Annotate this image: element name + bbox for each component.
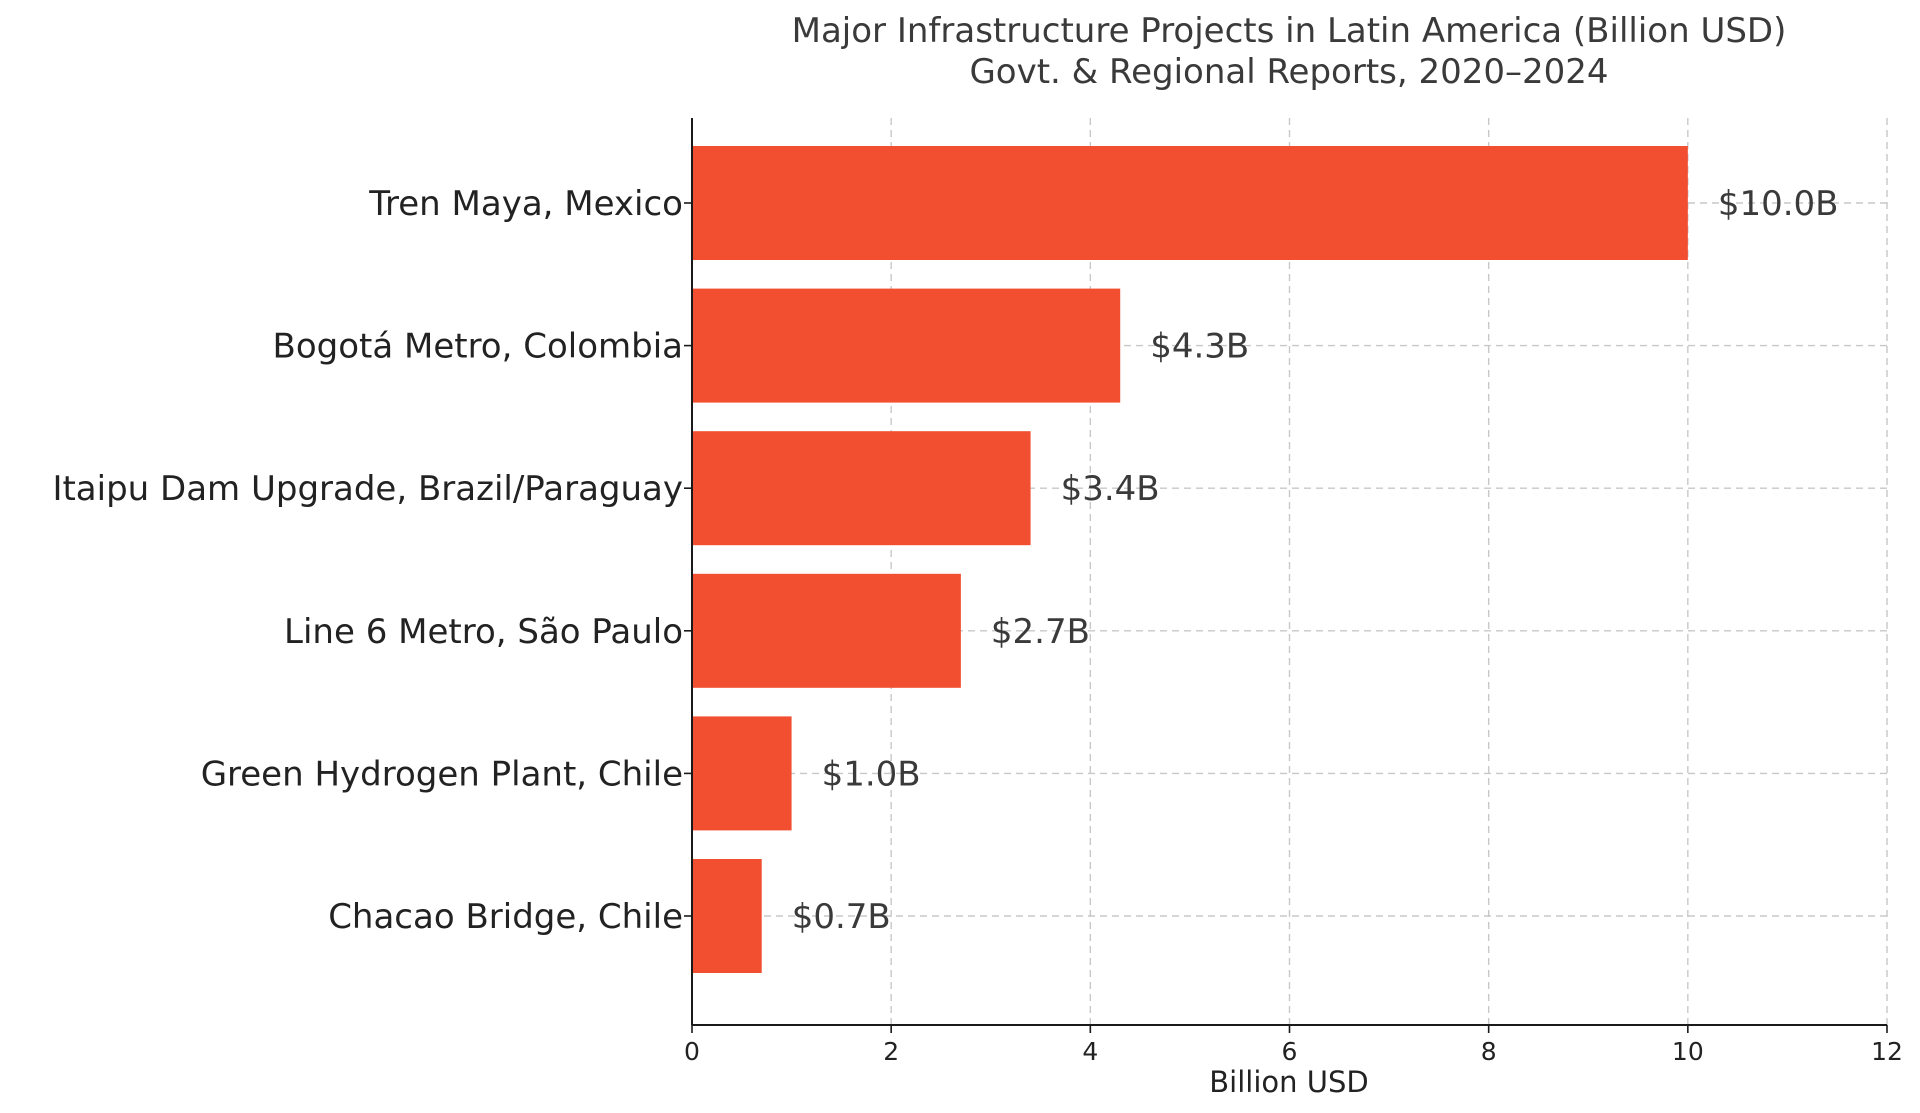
value-label: $1.0B bbox=[822, 754, 921, 794]
bar bbox=[692, 859, 762, 973]
value-label: $4.3B bbox=[1150, 327, 1249, 367]
category-label: Line 6 Metro, São Paulo bbox=[284, 612, 683, 652]
bar bbox=[692, 288, 1121, 403]
x-tick-label: 12 bbox=[1871, 1037, 1903, 1066]
bar bbox=[692, 716, 792, 831]
category-label: Green Hydrogen Plant, Chile bbox=[201, 754, 683, 794]
x-tick-label: 0 bbox=[684, 1037, 700, 1066]
bar bbox=[692, 431, 1031, 546]
value-label: $2.7B bbox=[991, 612, 1090, 652]
x-tick-label: 10 bbox=[1672, 1037, 1704, 1066]
value-label: $3.4B bbox=[1061, 469, 1160, 509]
x-tick-label: 2 bbox=[883, 1037, 899, 1066]
x-tick-label: 6 bbox=[1282, 1037, 1298, 1066]
axes-layer: Tren Maya, Mexico Bogotá Metro, Colombia I… bbox=[52, 118, 1903, 1066]
x-tick-label: 4 bbox=[1082, 1037, 1098, 1066]
bar bbox=[692, 573, 961, 688]
value-label: $10.0B bbox=[1718, 184, 1839, 224]
bars-layer: $10.0B $4.3B $3.4B $2.7B $1.0B $0.7B bbox=[692, 146, 1839, 973]
category-label: Tren Maya, Mexico bbox=[368, 184, 683, 224]
x-tick-label: 8 bbox=[1481, 1037, 1497, 1066]
x-axis-title: Billion USD bbox=[1209, 1065, 1368, 1099]
category-label: Itaipu Dam Upgrade, Brazil/Paraguay bbox=[52, 469, 683, 509]
chart-subtitle: Govt. & Regional Reports, 2020–2024 bbox=[969, 52, 1608, 92]
category-label: Bogotá Metro, Colombia bbox=[273, 327, 684, 367]
category-label: Chacao Bridge, Chile bbox=[328, 897, 683, 937]
value-label: $0.7B bbox=[792, 897, 891, 937]
chart-title: Major Infrastructure Projects in Latin A… bbox=[792, 11, 1787, 51]
bar bbox=[692, 146, 1688, 260]
